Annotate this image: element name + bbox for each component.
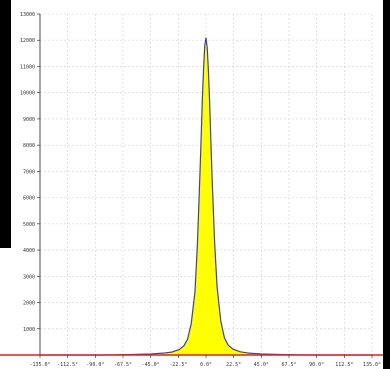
tick-labels: 1000 2000 3000 4000 5000 6000 7000 8000 9000 1000… xyxy=(20,12,381,368)
area-fill xyxy=(40,37,372,356)
y-tick-label: 7000 xyxy=(23,169,35,175)
x-tick-label: 22.5° xyxy=(226,362,241,368)
x-tick-label: 135.0° xyxy=(363,362,381,368)
x-tick-label: -135.0° xyxy=(29,362,50,368)
x-tick-label: 45.0° xyxy=(254,362,269,368)
y-tick-label: 11000 xyxy=(20,64,35,70)
y-tick-label: 2000 xyxy=(23,301,35,307)
x-tick-label: -22.5° xyxy=(169,362,187,368)
series-line xyxy=(40,37,372,356)
y-tick-label: 13000 xyxy=(20,12,35,18)
y-tick-label: 4000 xyxy=(23,248,35,254)
left-frame-bar xyxy=(0,0,11,248)
right-frame-bar xyxy=(383,0,390,369)
x-tick-label: -112.5° xyxy=(57,362,78,368)
x-tick-label: 0.0° xyxy=(200,362,212,368)
y-tick-label: 5000 xyxy=(23,222,35,228)
y-tick-label: 1000 xyxy=(23,327,35,333)
x-tick-label: 67.5° xyxy=(281,362,296,368)
axes xyxy=(0,13,383,358)
y-tick-label: 8000 xyxy=(23,143,35,149)
x-tick-label: 112.5° xyxy=(335,362,353,368)
y-tick-label: 3000 xyxy=(23,274,35,280)
y-tick-label: 10000 xyxy=(20,91,35,97)
plot-area xyxy=(40,37,372,356)
y-tick-label: 9000 xyxy=(23,117,35,123)
x-tick-label: -90.0° xyxy=(86,362,104,368)
x-tick-label: 90.0° xyxy=(309,362,324,368)
y-tick-label: 12000 xyxy=(20,38,35,44)
x-tick-label: -67.5° xyxy=(114,362,132,368)
y-tick-label: 6000 xyxy=(23,196,35,202)
x-tick-label: -45.0° xyxy=(142,362,160,368)
